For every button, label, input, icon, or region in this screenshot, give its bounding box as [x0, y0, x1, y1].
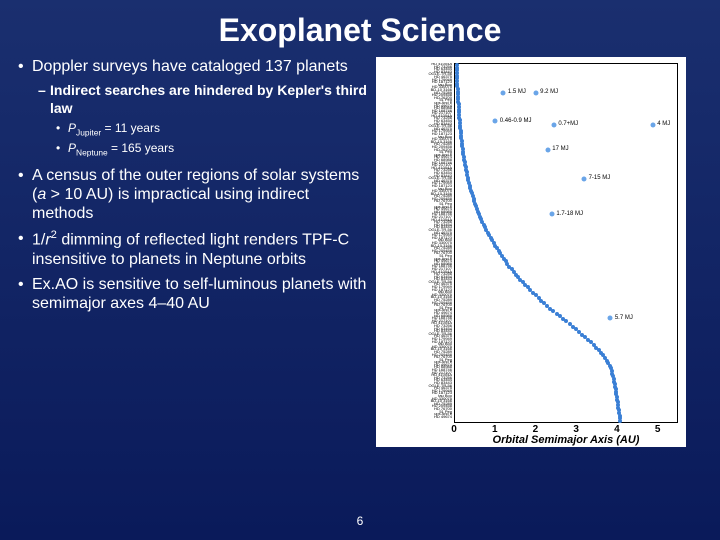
b5-post: > 10 AU) is impractical using indirect m… — [32, 186, 309, 222]
chart-annot: 17 MJ — [552, 146, 568, 152]
period-symbol: P — [68, 121, 76, 135]
bullet-4: PNeptune = 165 years — [16, 141, 368, 158]
slide-title: Exoplanet Science — [0, 0, 720, 57]
jupiter-val: = 11 years — [101, 121, 160, 135]
period-symbol-2: P — [68, 141, 76, 155]
chart-ylabel-item: HD 49674 — [378, 416, 452, 419]
neptune-sub: Neptune — [76, 147, 108, 157]
chart-annot: 4 MJ — [657, 121, 670, 127]
chart-annot: 0.46-0.9 MJ — [500, 118, 532, 124]
chart-outlier — [545, 147, 550, 152]
bullet-6: 1/r2 dimming of reflected light renders … — [16, 229, 368, 269]
chart-annot: 1.5 MJ — [508, 89, 526, 95]
chart-annot: 0.7+MJ — [558, 121, 578, 127]
chart-annot: 9.2 MJ — [540, 89, 558, 95]
chart-xtick: 0 — [451, 424, 457, 435]
bullet-3: PJupiter = 11 years — [16, 121, 368, 138]
b6-pre: 1/ — [32, 232, 45, 249]
chart-xtick: 5 — [655, 424, 661, 435]
bullet-1: Doppler surveys have cataloged 137 plane… — [16, 57, 368, 76]
chart-xtick: 3 — [573, 424, 579, 435]
jupiter-sub: Jupiter — [76, 128, 101, 138]
chart-ylabels: HD 41004AHD 73256HD 63454HD 83443OGLE-TR… — [378, 63, 452, 423]
chart-xtick: 1 — [492, 424, 498, 435]
b6-post: dimming of reflected light renders TPF-C… — [32, 232, 349, 268]
bullet-5: A census of the outer regions of solar s… — [16, 166, 368, 224]
chart-outlier — [501, 90, 506, 95]
chart-annot: 7-15 MJ — [589, 175, 611, 181]
chart-point — [618, 419, 622, 423]
content-row: Doppler surveys have cataloged 137 plane… — [0, 57, 720, 447]
page-number: 6 — [0, 514, 720, 528]
chart-outlier — [608, 316, 613, 321]
b5-a: a — [37, 186, 46, 203]
bullet-2: Indirect searches are hindered by Kepler… — [16, 82, 368, 117]
chart-outlier — [533, 90, 538, 95]
chart-outlier — [650, 122, 655, 127]
neptune-val: = 165 years — [108, 141, 174, 155]
bullet-column: Doppler surveys have cataloged 137 plane… — [16, 57, 376, 447]
chart-panel: HD 41004AHD 73256HD 63454HD 83443OGLE-TR… — [376, 57, 686, 447]
chart-annot: 1.7-18 MJ — [556, 211, 583, 217]
chart-outlier — [549, 212, 554, 217]
chart-xtick: 2 — [533, 424, 539, 435]
chart-plot-area: 1.5 MJ 9.2 MJ 0.46-0.9 MJ 0.7+MJ 4 MJ 17 MJ 7-… — [454, 63, 678, 423]
chart-annot: 5.7 MJ — [615, 315, 633, 321]
chart-outlier — [582, 176, 587, 181]
chart-outlier — [551, 122, 556, 127]
chart-xtick: 4 — [614, 424, 620, 435]
chart-outlier — [493, 119, 498, 124]
chart-xlabel: Orbital Semimajor Axis (AU) — [454, 434, 678, 446]
bullet-7: Ex.AO is sensitive to self-luminous plan… — [16, 275, 368, 313]
